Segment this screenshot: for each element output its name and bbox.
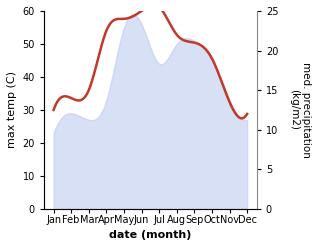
Y-axis label: med. precipitation
(kg/m2): med. precipitation (kg/m2) — [289, 62, 311, 158]
Y-axis label: max temp (C): max temp (C) — [7, 71, 17, 148]
X-axis label: date (month): date (month) — [109, 230, 191, 240]
